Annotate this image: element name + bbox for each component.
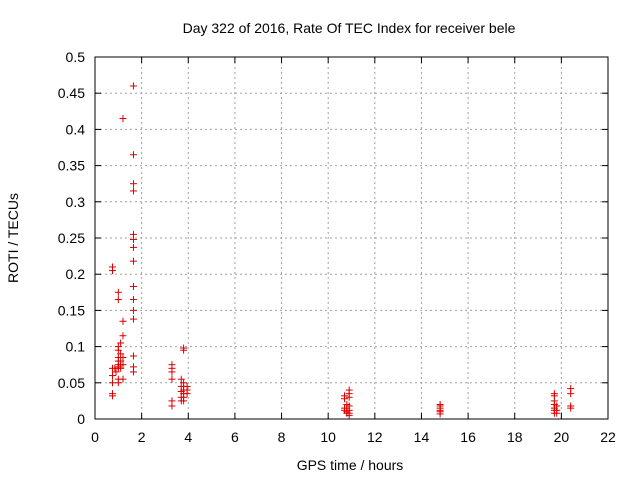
data-point — [129, 82, 137, 90]
x-axis-label: GPS time / hours — [297, 457, 404, 473]
data-point — [114, 296, 122, 304]
x-tick-label: 18 — [507, 429, 523, 445]
data-point — [108, 372, 116, 380]
x-tick-label: 6 — [231, 429, 239, 445]
data-point — [168, 368, 176, 376]
y-tick-label: 0.05 — [58, 375, 85, 391]
x-tick-label: 4 — [184, 429, 192, 445]
y-tick-label: 0.15 — [58, 302, 85, 318]
data-point — [567, 390, 575, 398]
data-point — [119, 332, 127, 340]
data-point — [114, 346, 122, 354]
data-point — [129, 243, 137, 251]
data-points — [108, 82, 575, 419]
data-point — [129, 235, 137, 243]
x-tick-labels: 0 2 4 6 8 10 12 14 16 18 20 22 — [91, 429, 616, 445]
data-point — [177, 375, 185, 383]
data-point — [119, 375, 127, 383]
data-point — [119, 353, 127, 361]
data-point — [108, 392, 116, 400]
data-point — [119, 317, 127, 325]
y-tick-label: 0.1 — [66, 339, 86, 355]
data-point — [117, 350, 125, 358]
y-tick-label: 0 — [77, 411, 85, 427]
y-tick-label: 0.5 — [66, 49, 86, 65]
x-tick-label: 20 — [554, 429, 570, 445]
y-tick-label: 0.2 — [66, 266, 86, 282]
y-tick-label: 0.25 — [58, 230, 85, 246]
data-point — [345, 393, 353, 401]
data-point — [345, 411, 353, 419]
y-axis-label: ROTI / TECUs — [5, 193, 21, 283]
data-point — [129, 306, 137, 314]
data-point — [129, 352, 137, 360]
data-point — [117, 339, 125, 347]
data-point — [129, 180, 137, 188]
data-point — [129, 187, 137, 195]
y-tick-label: 0.4 — [66, 121, 86, 137]
data-point — [119, 361, 127, 369]
data-point — [183, 390, 191, 398]
x-tick-label: 2 — [138, 429, 146, 445]
data-point — [129, 283, 137, 291]
x-tick-label: 8 — [278, 429, 286, 445]
x-tick-label: 0 — [91, 429, 99, 445]
data-point — [108, 267, 116, 275]
data-point — [436, 410, 444, 418]
y-tick-label: 0.45 — [58, 85, 85, 101]
data-point — [168, 375, 176, 383]
data-point — [129, 296, 137, 304]
chart-title: Day 322 of 2016, Rate Of TEC Index for r… — [183, 20, 516, 36]
data-point — [180, 397, 188, 405]
data-point — [112, 368, 120, 376]
data-point — [114, 379, 122, 387]
data-point — [180, 346, 188, 354]
x-tick-label: 14 — [414, 429, 430, 445]
data-point — [567, 404, 575, 412]
x-tick-label: 16 — [460, 429, 476, 445]
x-tick-label: 12 — [367, 429, 383, 445]
axis-ticks — [94, 56, 609, 420]
y-tick-label: 0.35 — [58, 158, 85, 174]
data-point — [114, 288, 122, 296]
data-point — [168, 402, 176, 410]
data-point — [129, 368, 137, 376]
data-point — [119, 115, 127, 123]
data-point — [129, 257, 137, 265]
data-point — [129, 315, 137, 323]
data-point — [117, 364, 125, 372]
x-tick-label: 10 — [320, 429, 336, 445]
data-point — [341, 395, 349, 403]
data-point — [129, 151, 137, 159]
x-tick-label: 22 — [600, 429, 616, 445]
y-tick-labels: 0 0.05 0.1 0.15 0.2 0.25 0.3 0.35 0.4 0.45 0.5 — [58, 49, 85, 427]
y-tick-label: 0.3 — [66, 194, 86, 210]
data-point — [553, 409, 561, 417]
